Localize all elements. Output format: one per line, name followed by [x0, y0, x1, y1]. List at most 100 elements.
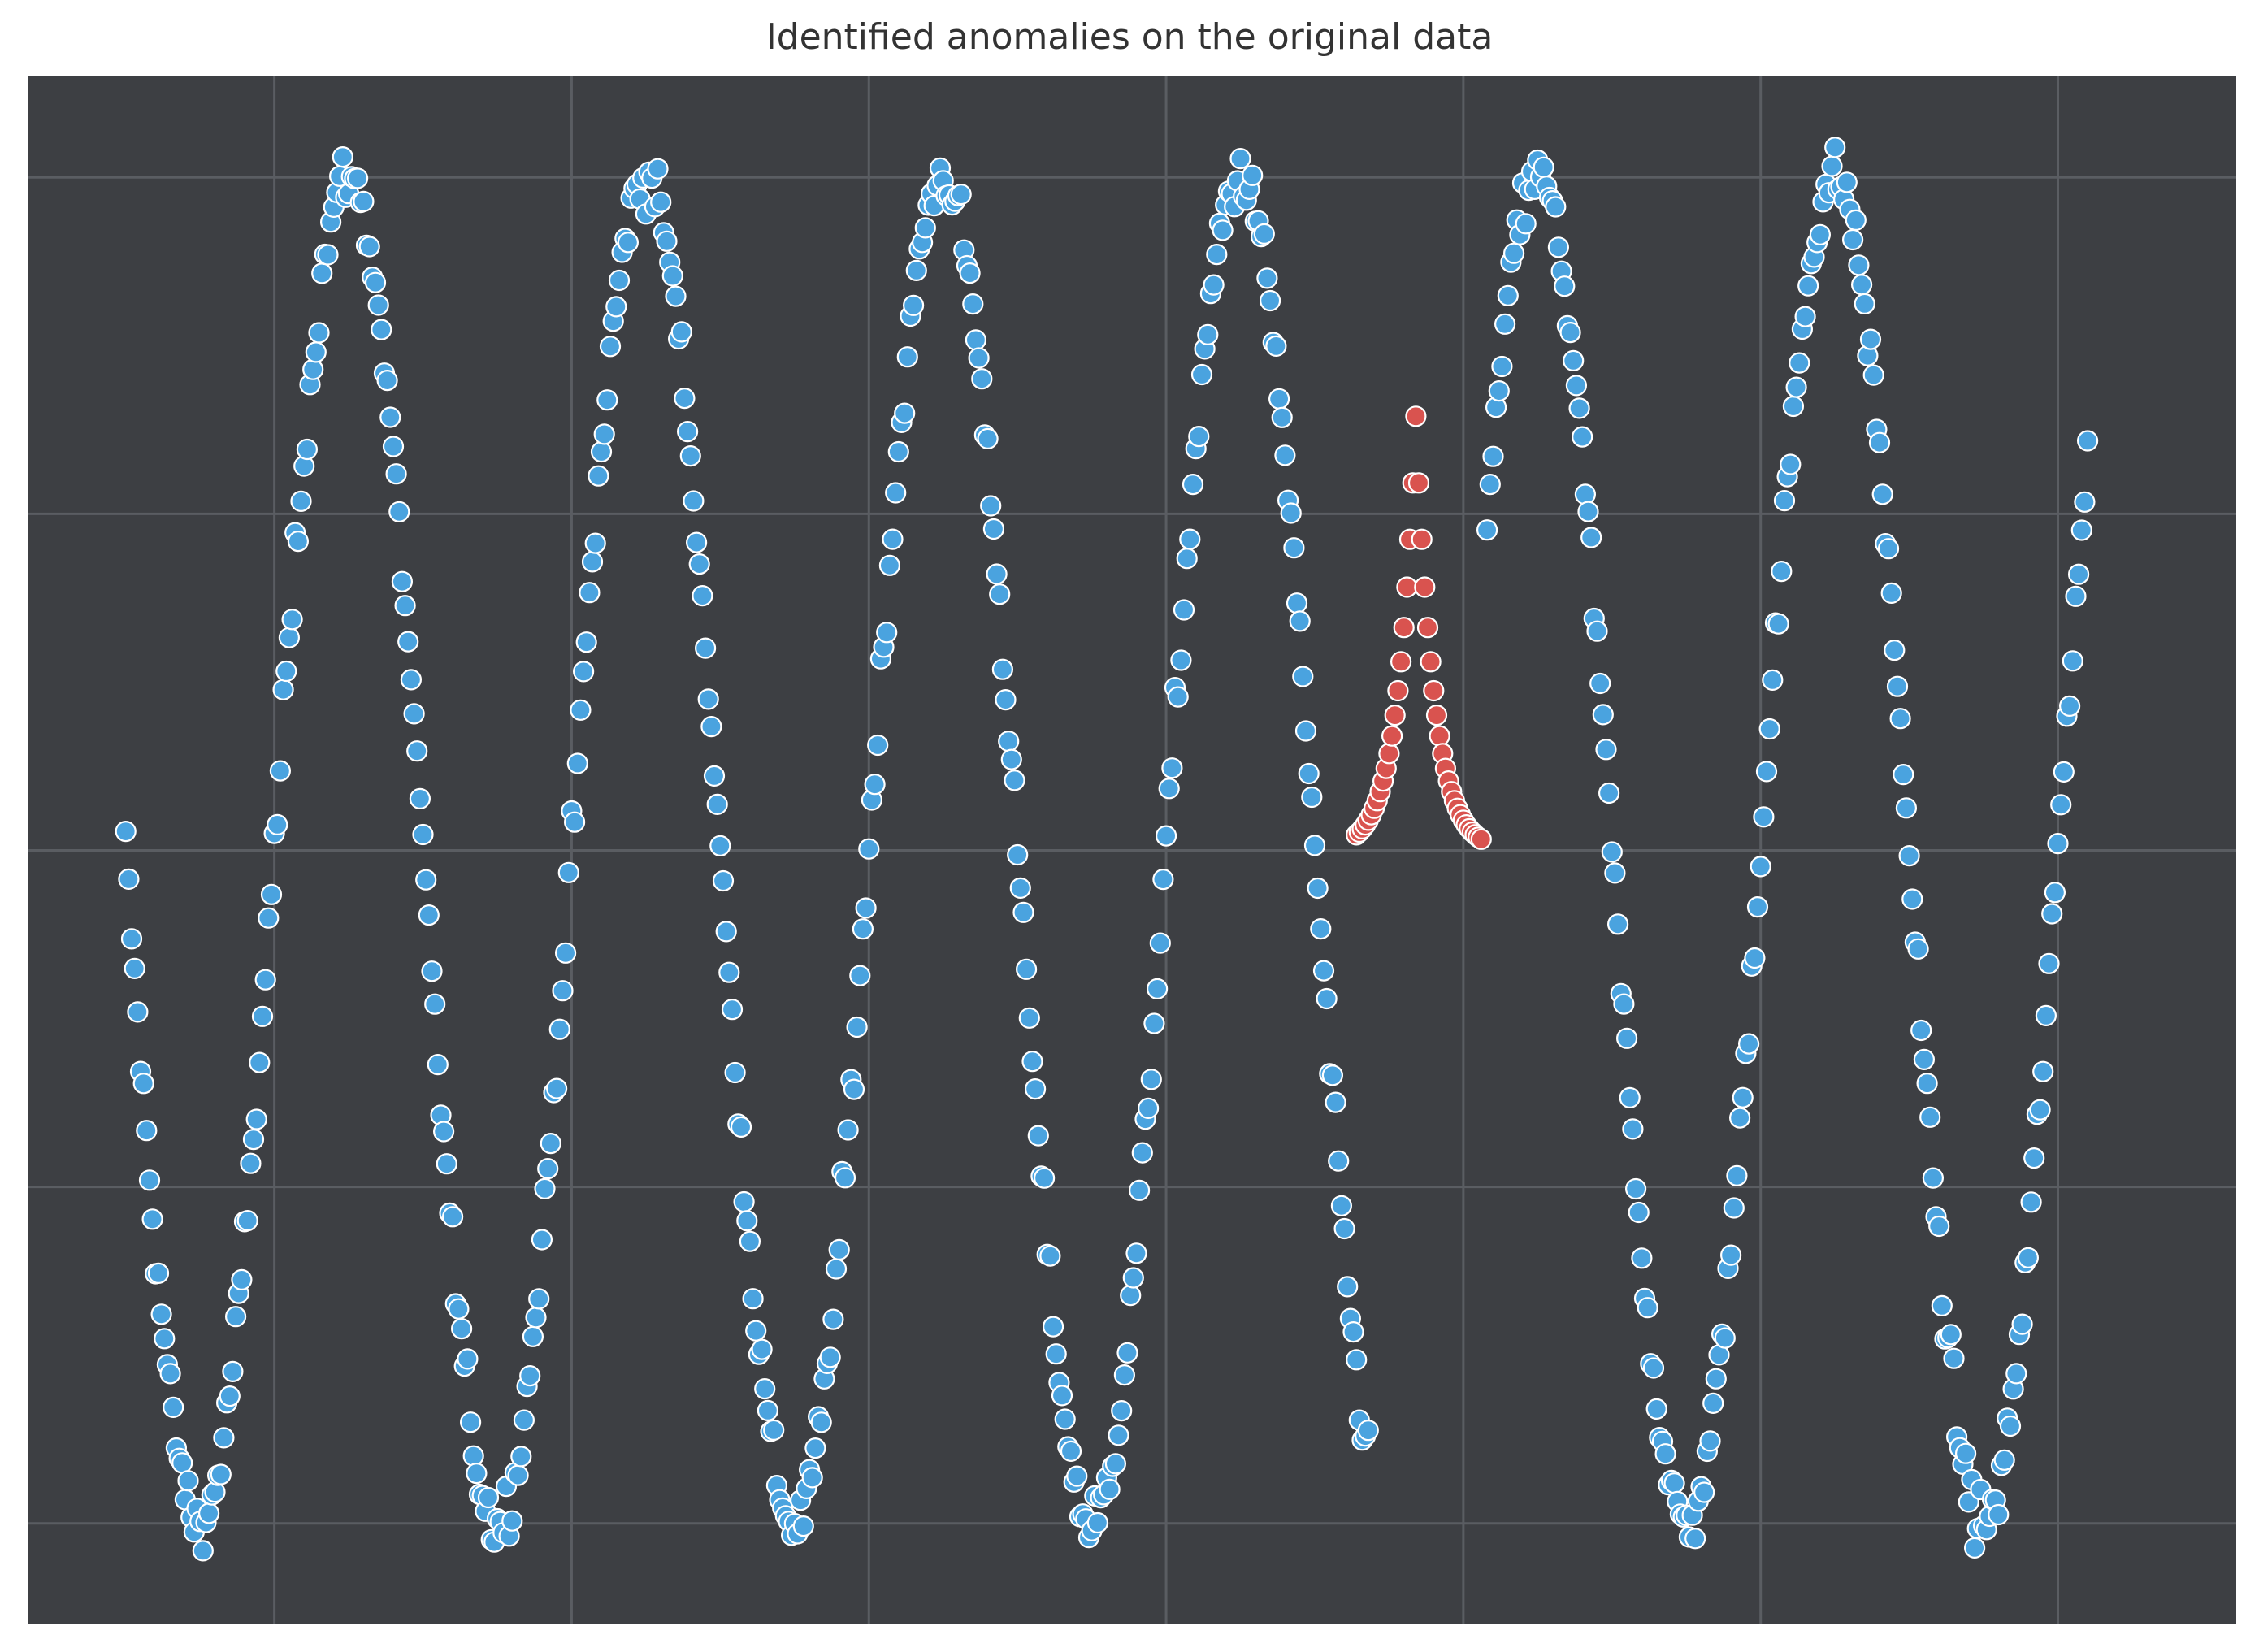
anomaly-point [1390, 651, 1412, 673]
normal-point [834, 1167, 856, 1189]
normal-point [272, 679, 294, 700]
normal-point [1884, 639, 1906, 661]
normal-point [1027, 1125, 1049, 1147]
normal-point [1242, 164, 1264, 186]
normal-point [1619, 1086, 1641, 1109]
anomaly-point [1407, 472, 1430, 494]
normal-point [1007, 843, 1029, 866]
normal-point [1111, 1399, 1133, 1422]
normal-point [421, 960, 443, 982]
normal-point [980, 495, 1002, 517]
normal-point [308, 322, 330, 344]
normal-point [1565, 375, 1588, 397]
normal-point [1854, 293, 1875, 314]
normal-point [477, 1486, 500, 1509]
normal-point [584, 532, 606, 554]
normal-point [1042, 1316, 1064, 1338]
anomaly-point [1423, 679, 1445, 702]
normal-point [2070, 519, 2092, 541]
normal-point [1494, 313, 1516, 335]
normal-point [1033, 1167, 1056, 1189]
normal-point [557, 861, 579, 883]
normal-point [177, 1470, 199, 1492]
normal-point [1357, 1420, 1379, 1442]
normal-point [1229, 148, 1251, 170]
normal-point [962, 293, 984, 315]
normal-point [1259, 289, 1281, 312]
normal-point [887, 440, 909, 463]
normal-point [968, 347, 990, 369]
normal-point [1943, 1347, 1965, 1369]
normal-point [1964, 1537, 1986, 1559]
normal-point [736, 1210, 758, 1232]
normal-point [1913, 1048, 1935, 1071]
normal-point [2059, 695, 2081, 718]
normal-point [1851, 274, 1873, 296]
normal-point [1173, 599, 1195, 621]
normal-point [501, 1510, 523, 1532]
normal-point [552, 980, 574, 1002]
normal-point [852, 918, 874, 940]
normal-point [855, 897, 877, 919]
anomaly-point [1387, 679, 1409, 702]
normal-point [507, 1464, 529, 1486]
anomaly-point [1396, 576, 1418, 598]
normal-point [1729, 1107, 1751, 1129]
chart-title: Identified anomalies on the original dat… [765, 16, 1494, 58]
normal-point [670, 321, 692, 343]
normal-point [721, 999, 744, 1021]
normal-point [1598, 782, 1620, 804]
normal-point [876, 622, 898, 644]
normal-point [1771, 560, 1793, 583]
normal-point [1789, 352, 1810, 374]
normal-point [1767, 613, 1789, 635]
normal-point [1155, 825, 1177, 847]
normal-point [971, 368, 993, 390]
normal-point [1482, 445, 1504, 467]
normal-point [596, 389, 618, 411]
normal-point [1137, 1097, 1160, 1120]
normal-point [1714, 1327, 1736, 1349]
normal-point [882, 528, 904, 550]
normal-point [1212, 219, 1234, 241]
normal-point [1893, 763, 1914, 786]
normal-point [1303, 835, 1326, 856]
normal-point [1604, 862, 1626, 884]
normal-point [225, 1306, 247, 1328]
normal-point [415, 869, 437, 891]
normal-point [685, 531, 708, 553]
normal-point [867, 734, 889, 757]
normal-point [1794, 306, 1816, 327]
normal-point [418, 904, 440, 926]
normal-point [436, 1153, 457, 1175]
normal-point [688, 553, 710, 575]
normal-point [127, 1001, 149, 1023]
normal-point [2020, 1191, 2042, 1213]
normal-point [1702, 1392, 1724, 1415]
normal-point [593, 423, 615, 445]
normal-point [1274, 444, 1296, 466]
normal-point [1773, 489, 1796, 512]
normal-point [1999, 1415, 2022, 1437]
normal-point [1476, 519, 1498, 541]
normal-point [608, 269, 631, 292]
normal-point [1993, 1449, 2015, 1471]
normal-point [432, 1121, 455, 1143]
normal-point [679, 444, 701, 467]
normal-point [1533, 156, 1554, 178]
normal-point [382, 436, 405, 457]
normal-point [1143, 1012, 1165, 1034]
normal-point [1910, 1019, 1932, 1042]
normal-point [1256, 267, 1278, 289]
normal-point [1066, 1465, 1088, 1487]
normal-point [1624, 1177, 1647, 1200]
normal-point [136, 1120, 158, 1142]
normal-point [236, 1209, 258, 1232]
normal-point [1572, 426, 1593, 448]
normal-point [376, 370, 398, 392]
normal-point [1307, 877, 1329, 900]
normal-point [563, 811, 586, 833]
normal-point [1907, 938, 1929, 960]
normal-point [1333, 1217, 1355, 1240]
